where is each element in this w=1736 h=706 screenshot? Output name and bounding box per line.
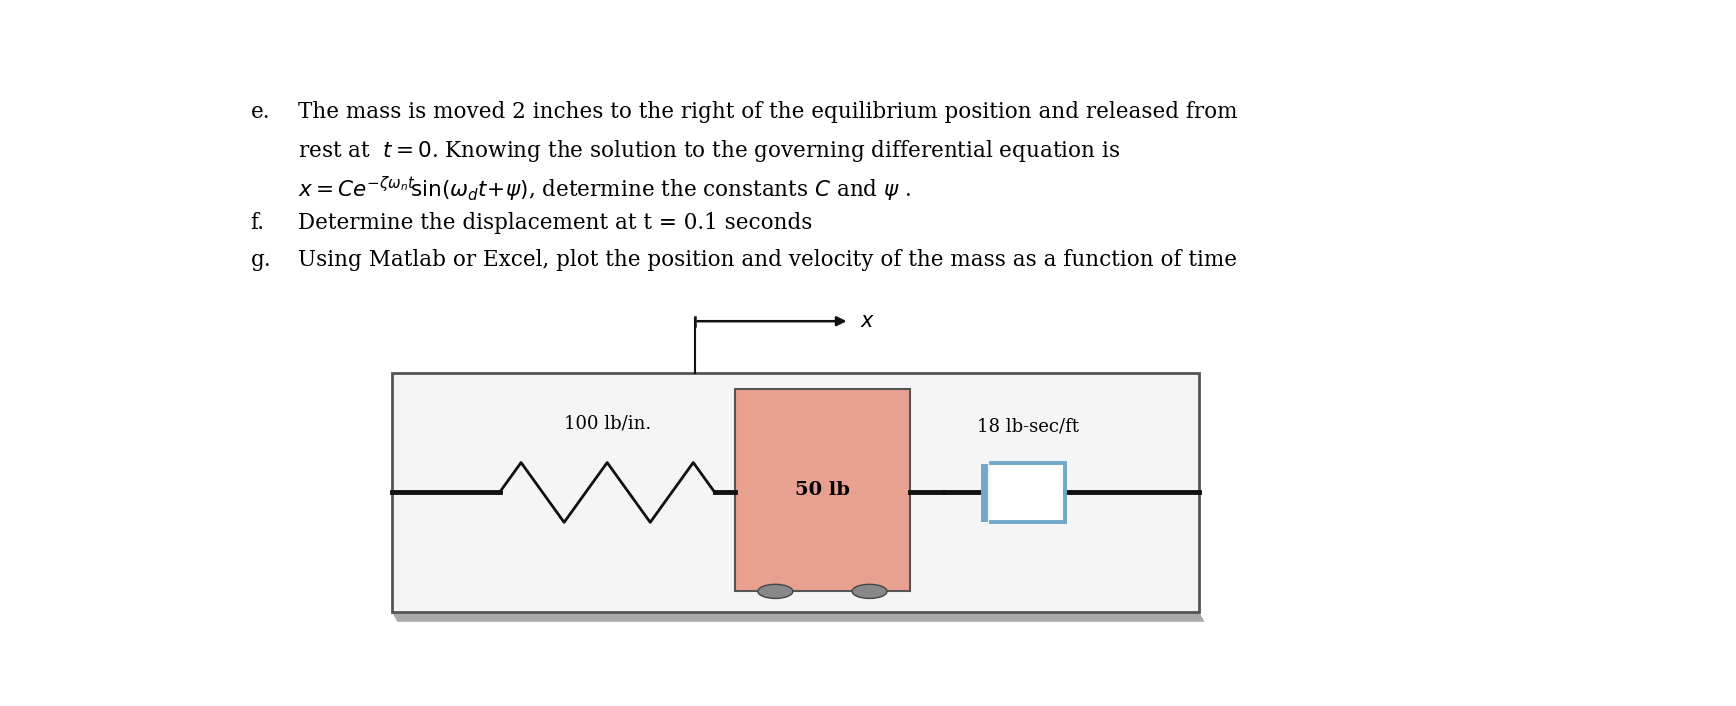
Bar (734, 389, 910, 592)
Circle shape (759, 585, 793, 599)
Polygon shape (392, 612, 1205, 622)
Text: $x = Ce^{-\zeta\omega_n t}\!\sin(\omega_d t\!+\!\psi)$, determine the constants : $x = Ce^{-\zeta\omega_n t}\!\sin(\omega_… (299, 175, 911, 204)
Bar (991, 462, 1064, 522)
Text: The mass is moved 2 inches to the right of the equilibrium position and released: The mass is moved 2 inches to the right … (299, 101, 1238, 123)
Text: 50 lb: 50 lb (795, 481, 851, 499)
Text: $x$: $x$ (859, 311, 875, 330)
Text: Using Matlab or Excel, plot the position and velocity of the mass as a function : Using Matlab or Excel, plot the position… (299, 249, 1236, 271)
Polygon shape (392, 373, 1200, 612)
Text: g.: g. (250, 249, 271, 271)
Text: 100 lb/in.: 100 lb/in. (564, 414, 651, 433)
Text: 18 lb-sec/ft: 18 lb-sec/ft (977, 417, 1078, 436)
Text: Determine the displacement at t = 0.1 seconds: Determine the displacement at t = 0.1 se… (299, 212, 812, 234)
Text: rest at  $t=0$. Knowing the solution to the governing differential equation is: rest at $t=0$. Knowing the solution to t… (299, 138, 1120, 164)
Text: f.: f. (250, 212, 264, 234)
Circle shape (852, 585, 887, 599)
Text: e.: e. (250, 101, 271, 123)
